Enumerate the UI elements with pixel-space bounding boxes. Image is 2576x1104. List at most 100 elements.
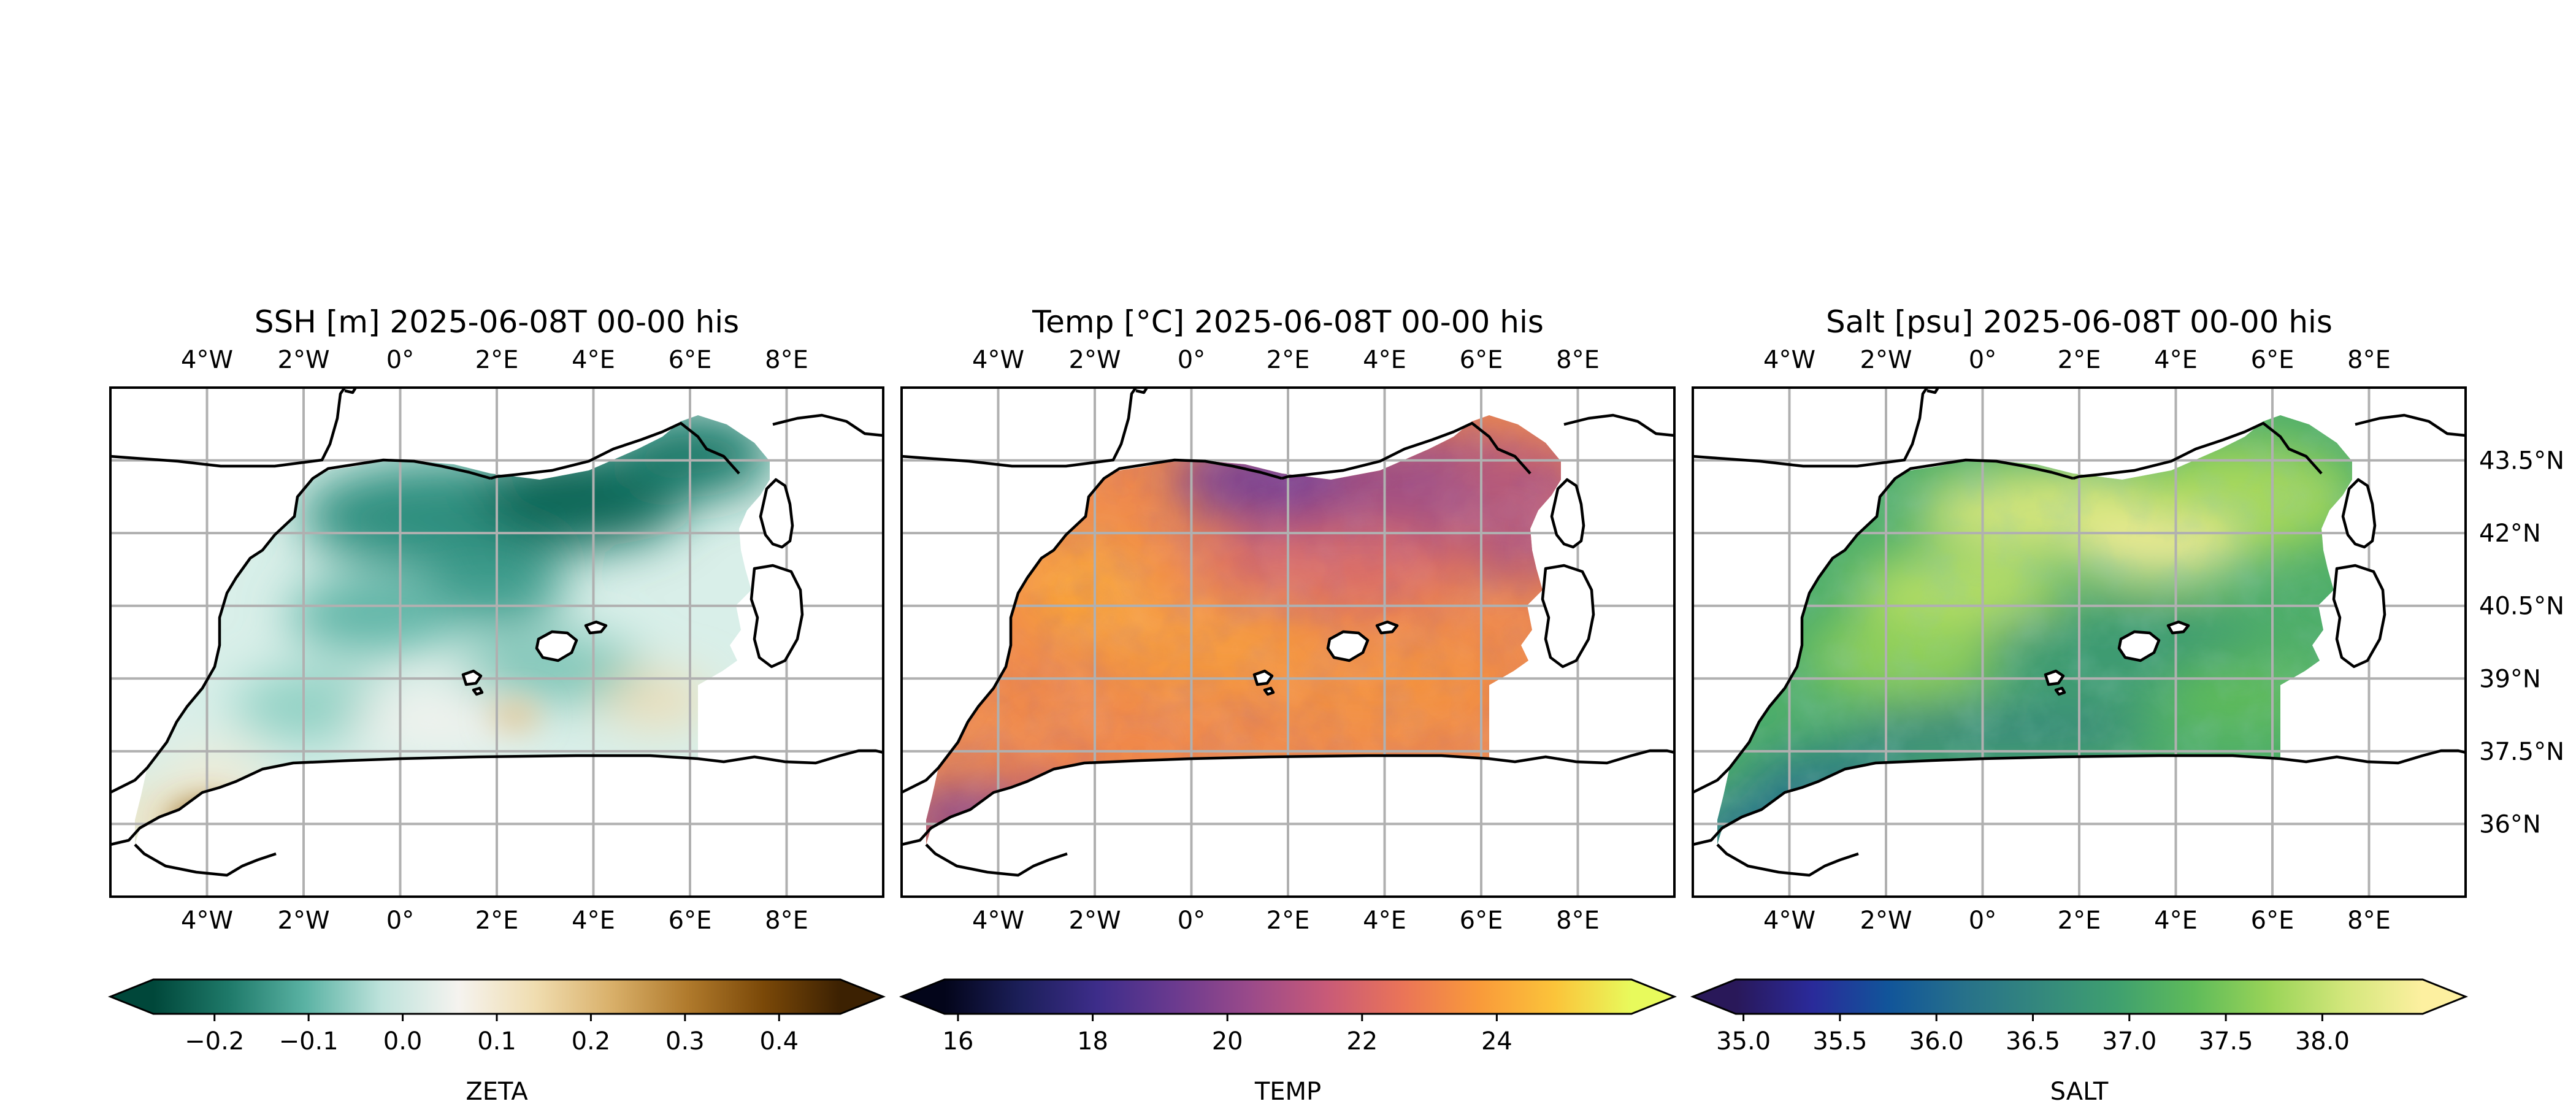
island	[1550, 478, 1585, 549]
island	[461, 669, 483, 686]
colorbar-tick-label: −0.2	[185, 1027, 244, 1056]
panel-title: Temp [°C] 2025-06-08T 00-00 his	[1032, 304, 1544, 340]
lon-tick-label: 2°W	[1069, 907, 1121, 935]
colorbar: 35.0 35.5 36.0 36.5 37.0 37.5 38.0 SALT	[1690, 978, 2469, 1104]
coast-line	[1692, 458, 2074, 794]
lon-tick-label: 8°E	[1556, 346, 1600, 374]
coast-line	[1135, 386, 1148, 394]
map-frame	[1692, 386, 2467, 898]
coastline	[109, 386, 884, 877]
lon-ticks-bottom: 4°W 2°W 0° 2°E 4°E 6°E 8°E	[1763, 907, 2391, 935]
lon-tick-label: 4°W	[181, 346, 233, 374]
lon-tick-label: 8°E	[765, 907, 808, 935]
lon-tick-label: 8°E	[1556, 907, 1600, 935]
lon-tick-label: 8°E	[2347, 346, 2391, 374]
coast-line	[901, 749, 1675, 846]
lon-tick-label: 2°E	[2058, 346, 2101, 374]
island	[1252, 669, 1274, 686]
lon-tick-label: 2°E	[1267, 907, 1310, 935]
coast-line	[134, 843, 277, 877]
lon-tick-label: 0°	[1969, 907, 1996, 935]
lon-tick-label: 8°E	[2347, 907, 2391, 935]
colorbar-tick-label: 36.5	[2006, 1027, 2060, 1056]
lon-tick-label: 0°	[1969, 346, 1996, 374]
colorbar-body	[153, 979, 840, 1014]
lon-tick-label: 4°W	[972, 907, 1024, 935]
island	[749, 564, 804, 669]
panel-ssh: SSH [m] 2025-06-08T 00-00 his	[107, 304, 886, 1104]
island	[2117, 630, 2161, 662]
gridlines	[110, 388, 883, 897]
colorbar-body	[945, 979, 1631, 1014]
lon-ticks-bottom: 4°W 2°W 0° 2°E 4°E 6°E 8°E	[181, 907, 808, 935]
lon-tick-label: 0°	[1178, 346, 1205, 374]
colorbar-tick-label: 38.0	[2295, 1027, 2350, 1056]
coast-line	[2355, 413, 2466, 437]
island	[2341, 478, 2377, 549]
lon-tick-label: 0°	[386, 907, 414, 935]
colorbar-outline	[107, 978, 886, 1015]
colorbar-tick-label: 35.5	[1812, 1027, 1867, 1056]
lon-tick-label: 2°W	[1860, 346, 1912, 374]
colorbar: 16 18 20 22 24 TEMP	[899, 978, 1677, 1104]
colorbar-tick-label: 0.2	[572, 1027, 611, 1056]
colorbar-extend-high	[2423, 979, 2466, 1014]
coastline	[900, 386, 1675, 877]
lon-tick-label: 2°E	[1267, 346, 1310, 374]
lat-tick-label: 37.5°N	[2479, 738, 2564, 766]
colorbar-extend-low	[110, 979, 153, 1014]
colorbar-tick-label: 0.1	[477, 1027, 516, 1056]
coast-line	[900, 458, 1282, 794]
panel-title: SSH [m] 2025-06-08T 00-00 his	[255, 304, 739, 340]
lon-tick-label: 6°E	[1460, 346, 1503, 374]
island	[759, 478, 794, 549]
lon-tick-label: 2°E	[2058, 907, 2101, 935]
lon-tick-label: 0°	[1178, 907, 1205, 935]
colorbar-tick-label: 20	[1212, 1027, 1243, 1056]
colorbar: −0.2 −0.1 0.0 0.1 0.2 0.3 0.4 ZETA	[107, 978, 886, 1104]
lon-tick-label: 0°	[386, 346, 414, 374]
coast-line	[110, 386, 346, 468]
island	[2054, 686, 2066, 696]
lon-tick-label: 4°E	[1363, 907, 1406, 935]
lat-tick-label: 40.5°N	[2479, 592, 2564, 621]
lat-tick-label: 36°N	[2479, 810, 2541, 838]
lon-tick-label: 6°E	[2251, 346, 2294, 374]
panel-salt: Salt [psu] 2025-06-08T 00-00 his 4°W 2°W 0…	[1690, 304, 2564, 1104]
colorbar-label: SALT	[2050, 1078, 2109, 1104]
colorbar-tick-label: 0.3	[665, 1027, 705, 1056]
lon-tick-label: 4°E	[572, 346, 615, 374]
lon-tick-label: 6°E	[1460, 907, 1503, 935]
colorbar-tick-label: 37.5	[2199, 1027, 2253, 1056]
colorbar-extend-high	[840, 979, 883, 1014]
colorbar-extend-low	[1693, 979, 1736, 1014]
colorbar-outline	[1690, 978, 2469, 1015]
lon-tick-label: 4°W	[972, 346, 1024, 374]
coast-line	[1926, 386, 1939, 394]
colorbar-tick-label: 22	[1346, 1027, 1378, 1056]
lon-tick-label: 2°W	[278, 907, 330, 935]
lon-ticks-top: 4°W 2°W 0° 2°E 4°E 6°E 8°E	[972, 346, 1600, 374]
coast-line	[1716, 843, 1859, 877]
lon-tick-label: 6°E	[669, 346, 712, 374]
coast-line	[344, 386, 357, 394]
lon-tick-label: 2°W	[1860, 907, 1912, 935]
lon-tick-label: 4°E	[2154, 907, 2198, 935]
coast-line	[1692, 386, 1928, 468]
colorbar-extend-high	[1631, 979, 1674, 1014]
lon-tick-label: 4°W	[181, 907, 233, 935]
coast-line	[1281, 421, 1531, 480]
island	[1541, 564, 1595, 669]
colorbar-tick-label: 35.0	[1716, 1027, 1771, 1056]
island	[2166, 620, 2190, 635]
coast-line	[1692, 749, 2466, 846]
lon-tick-label: 4°W	[1763, 907, 1815, 935]
lon-ticks-top: 4°W 2°W 0° 2°E 4°E 6°E 8°E	[181, 346, 808, 374]
gridlines	[1693, 388, 2466, 897]
coast-line	[110, 749, 884, 846]
island	[472, 686, 484, 696]
coast-line	[901, 386, 1137, 468]
lon-ticks-bottom: 4°W 2°W 0° 2°E 4°E 6°E 8°E	[972, 907, 1600, 935]
lon-tick-label: 6°E	[2251, 907, 2294, 935]
